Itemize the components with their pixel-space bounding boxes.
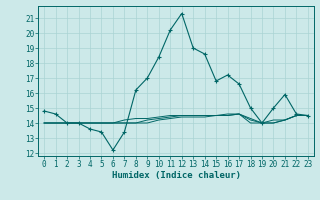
X-axis label: Humidex (Indice chaleur): Humidex (Indice chaleur) (111, 171, 241, 180)
